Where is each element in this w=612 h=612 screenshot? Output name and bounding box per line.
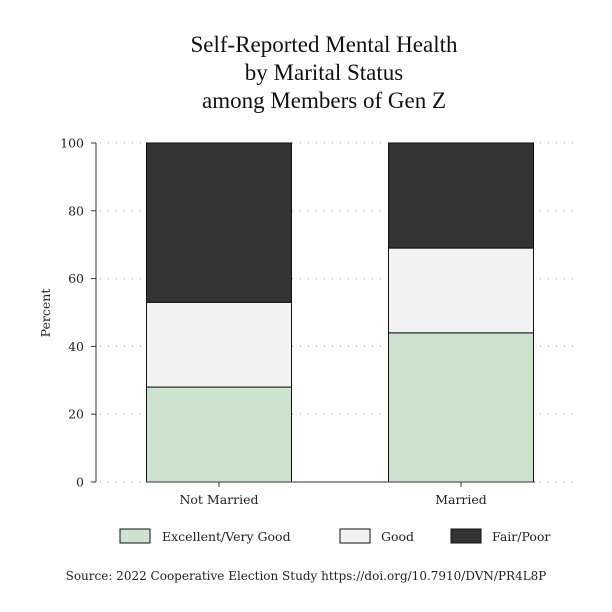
bar-married-good [388, 247, 534, 334]
y-tick-label: 100 [60, 136, 84, 151]
legend-label: Good [381, 529, 414, 544]
chart-title-line-3: among Members of Gen Z [202, 88, 446, 113]
y-axis-title: Percent [38, 289, 53, 338]
bar-not-married-good [146, 301, 292, 388]
legend-item: Excellent/Very Good [119, 528, 291, 544]
bars [146, 142, 534, 483]
x-tick-label: Not Married [179, 492, 258, 507]
legend-swatch [339, 528, 371, 544]
legend-label: Fair/Poor [492, 529, 550, 544]
legend-swatch [450, 528, 482, 544]
legend-label: Excellent/Very Good [162, 529, 291, 544]
y-tick-labels: 0 20 40 60 80 100 [60, 136, 84, 490]
legend-item: Fair/Poor [450, 528, 550, 544]
legend-item: Good [339, 528, 414, 544]
source-note: Source: 2022 Cooperative Election Study … [66, 569, 547, 583]
y-tick-label: 20 [68, 407, 84, 422]
bar-married-excellent-very-good [388, 332, 534, 483]
x-tick-labels: Not Married Married [179, 492, 486, 507]
bar-married-fair-poor [388, 142, 534, 249]
legend-swatch [119, 528, 151, 544]
chart-title: Self-Reported Mental Health by Marital S… [191, 32, 458, 113]
chart-title-line-2: by Marital Status [245, 60, 403, 85]
axes [91, 142, 535, 487]
bar-not-married-fair-poor [146, 142, 292, 303]
y-tick-label: 0 [76, 475, 84, 490]
y-tick-label: 60 [68, 271, 84, 286]
bar-not-married-excellent-very-good [146, 386, 292, 483]
y-tick-label: 80 [68, 203, 84, 218]
x-tick-label: Married [435, 492, 487, 507]
y-tick-label: 40 [68, 339, 84, 354]
chart-title-line-1: Self-Reported Mental Health [191, 32, 458, 57]
legend: Excellent/Very Good Good Fair/Poor [119, 528, 550, 544]
